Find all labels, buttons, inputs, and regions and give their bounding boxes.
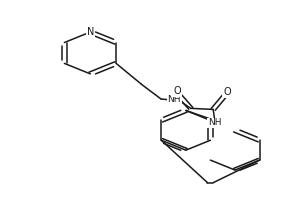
Text: O: O — [223, 87, 231, 97]
Text: N: N — [87, 27, 94, 37]
Text: O: O — [173, 86, 181, 96]
Text: NH: NH — [208, 118, 221, 127]
Text: NH: NH — [168, 95, 181, 104]
